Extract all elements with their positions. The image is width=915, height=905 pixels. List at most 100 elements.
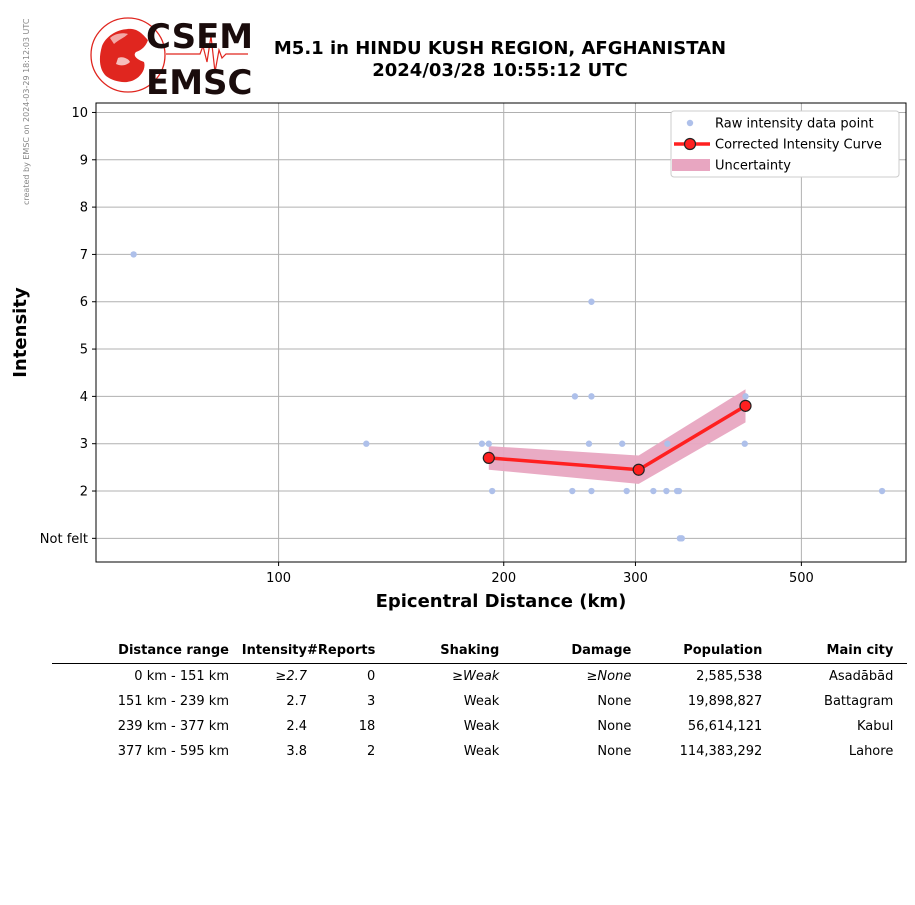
raw-data-point [742, 393, 749, 400]
cell-distance: 239 km - 377 km [117, 719, 229, 734]
header-distance: Distance range [118, 643, 229, 658]
cell-reports: 18 [358, 719, 376, 734]
chart-title: M5.1 in HINDU KUSH REGION, AFGHANISTAN 2… [250, 38, 750, 82]
y-tick-label: 10 [71, 106, 88, 121]
raw-points-layer [130, 251, 886, 542]
y-tick-label: 4 [80, 390, 88, 405]
cell-population: 19,898,827 [687, 694, 763, 709]
raw-data-point [663, 487, 670, 495]
raw-data-point [618, 440, 626, 447]
x-tick-label: 100 [266, 571, 291, 586]
table-row: 151 km - 239 km 2.7 3 Weak None 19,898,827 Bat… [52, 689, 907, 714]
plot-frame [95, 102, 907, 563]
corrected-curve-point [739, 399, 752, 412]
y-tick-label: 3 [80, 437, 88, 452]
cell-reports: 3 [367, 694, 376, 709]
x-axis-label: Epicentral Distance (km) [376, 591, 627, 612]
legend-marker-curve-point [683, 137, 697, 151]
intensity-table: Distance range Intensity #Reports Shakin… [52, 640, 908, 765]
axis-ticks: 100 200 300 500 Not felt 2 3 4 5 6 7 8 9 10 [40, 106, 814, 586]
corrected-curve-layer [482, 399, 752, 476]
y-tick-label: Not felt [40, 532, 88, 547]
raw-data-point [741, 440, 748, 447]
table-row: 239 km - 377 km 2.4 18 Weak None 56,614,121 Ka… [52, 714, 907, 739]
cell-main-city: Battagram [824, 694, 894, 709]
raw-data-point [678, 535, 685, 542]
header-population: Population [683, 643, 763, 658]
cell-reports: 2 [367, 744, 376, 759]
y-axis-label: Intensity [10, 287, 31, 378]
cell-shaking: Weak [463, 694, 500, 709]
table-row: 377 km - 595 km 3.8 2 Weak None 114,383,292 La… [52, 739, 907, 764]
cell-reports: 0 [367, 669, 376, 684]
y-tick-label: 9 [80, 153, 88, 168]
y-tick-label: 7 [80, 248, 88, 263]
header-reports: #Reports [307, 643, 376, 658]
cell-shaking: ≥Weak [452, 669, 500, 684]
raw-data-point [571, 393, 579, 400]
cell-population: 114,383,292 [679, 744, 763, 759]
table-header-row: Distance range Intensity #Reports Shakin… [52, 640, 908, 664]
cell-main-city: Lahore [848, 744, 894, 759]
legend-label: Uncertainty [715, 159, 791, 174]
raw-data-point [675, 487, 683, 495]
cell-shaking: Weak [463, 719, 500, 734]
grid [96, 103, 906, 562]
raw-data-point [569, 487, 576, 495]
y-tick-label: 5 [80, 343, 88, 358]
logo-text-csem: CSEM [146, 17, 253, 57]
cell-damage: ≥None [586, 669, 632, 684]
cell-intensity: 2.7 [286, 694, 307, 709]
raw-data-point [488, 487, 496, 495]
header-shaking: Shaking [440, 643, 500, 658]
raw-data-point [363, 440, 370, 447]
x-tick-label: 500 [789, 571, 814, 586]
csem-emsc-logo: CSEM EMSC [90, 17, 253, 98]
legend-marker-raw [686, 119, 694, 127]
cell-damage: None [597, 719, 632, 734]
cell-distance: 377 km - 595 km [117, 744, 229, 759]
chart-title-event: M5.1 in HINDU KUSH REGION, AFGHANISTAN [273, 38, 727, 59]
raw-data-point [878, 487, 886, 495]
header-damage: Damage [571, 643, 632, 658]
raw-data-point [664, 440, 671, 447]
raw-data-point [130, 251, 137, 258]
cell-damage: None [597, 694, 632, 709]
legend: Raw intensity data point Corrected Intens… [670, 110, 900, 178]
cell-distance: 0 km - 151 km [134, 669, 229, 684]
uncertainty-band [488, 389, 746, 484]
legend-box [670, 110, 900, 178]
corrected-curve-point [482, 451, 495, 464]
table-row: 0 km - 151 km ≥2.7 0 ≥Weak ≥None 2,585,538 Asa… [52, 664, 907, 690]
intensity-chart: 100 200 300 500 Not felt 2 3 4 5 6 7 8 9 10 Epicentra… [10, 102, 907, 612]
x-tick-label: 300 [623, 571, 648, 586]
cell-main-city: Asadābād [829, 669, 894, 684]
raw-data-point [588, 487, 595, 495]
raw-data-point [588, 298, 595, 305]
corrected-curve-point [632, 463, 645, 476]
table-body: 0 km - 151 km ≥2.7 0 ≥Weak ≥None 2,585,538 Asa… [52, 664, 907, 765]
raw-data-point [650, 487, 657, 495]
raw-data-point [478, 440, 486, 447]
legend-label: Corrected Intensity Curve [715, 138, 882, 153]
header-intensity: Intensity [241, 643, 307, 658]
raw-data-point [623, 487, 630, 495]
header-main-city: Main city [826, 643, 894, 658]
chart-title-time: 2024/03/28 10:55:12 UTC [372, 60, 628, 81]
raw-data-point [485, 440, 492, 447]
cell-intensity: 2.4 [286, 719, 307, 734]
legend-label: Raw intensity data point [715, 117, 874, 132]
cell-shaking: Weak [463, 744, 500, 759]
cell-intensity: ≥2.7 [275, 669, 307, 684]
y-tick-label: 2 [80, 485, 88, 500]
cell-distance: 151 km - 239 km [117, 694, 229, 709]
raw-data-point [585, 440, 593, 447]
cell-damage: None [597, 744, 632, 759]
y-tick-label: 6 [80, 295, 88, 310]
legend-marker-band [672, 159, 710, 171]
raw-data-point [588, 393, 595, 400]
cell-main-city: Kabul [856, 719, 894, 734]
x-tick-label: 200 [491, 571, 516, 586]
cell-population: 56,614,121 [687, 719, 763, 734]
cell-population: 2,585,538 [696, 669, 763, 684]
